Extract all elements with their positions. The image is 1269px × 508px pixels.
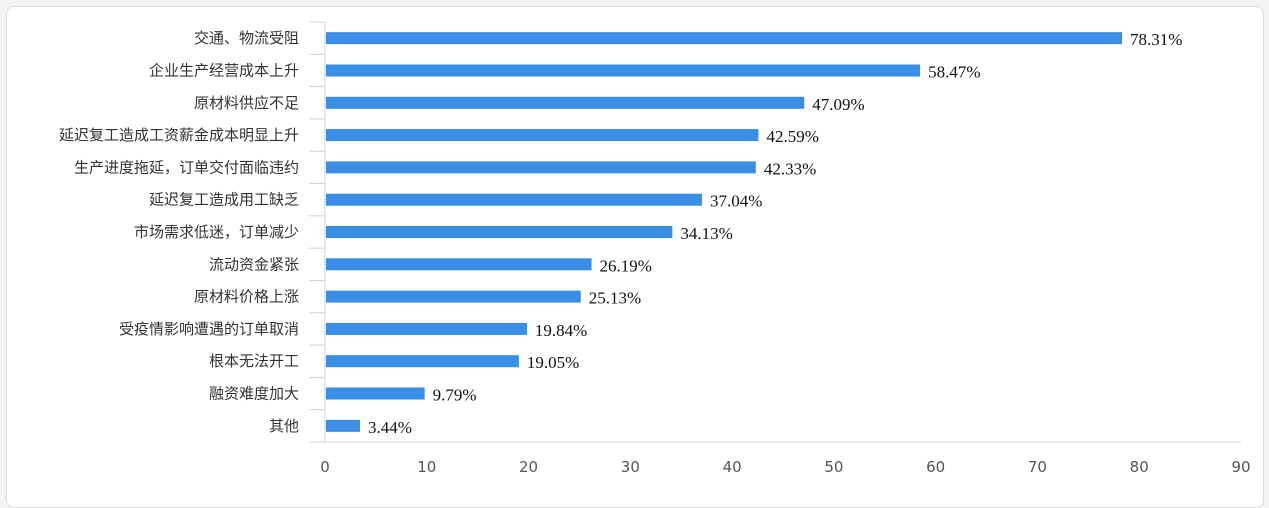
bar	[326, 419, 361, 432]
chart-card	[6, 6, 1264, 508]
data-label: 42.59%	[766, 127, 818, 146]
category-label: 交通、物流受阻	[194, 29, 299, 47]
bar	[326, 64, 921, 77]
x-tick-label: 10	[417, 458, 436, 476]
bar	[326, 290, 581, 303]
bar	[326, 32, 1123, 45]
category-label: 根本无法开工	[209, 352, 299, 370]
bar	[326, 161, 756, 174]
bar	[326, 387, 425, 400]
data-label: 26.19%	[600, 256, 652, 275]
category-label: 受疫情影响遭遇的订单取消	[119, 320, 299, 338]
bar	[326, 322, 527, 335]
category-label: 延迟复工造成用工缺乏	[149, 191, 299, 209]
data-label: 47.09%	[812, 95, 864, 114]
category-label: 原材料价格上涨	[194, 288, 299, 306]
category-label: 融资难度加大	[209, 385, 299, 403]
bar	[326, 129, 759, 142]
x-tick-label: 30	[621, 458, 640, 476]
data-label: 9.79%	[433, 386, 477, 405]
category-label: 流动资金紧张	[209, 255, 299, 273]
x-tick-label: 70	[1028, 458, 1047, 476]
bar	[326, 355, 519, 368]
category-label: 市场需求低迷，订单减少	[134, 223, 299, 241]
x-tick-label: 40	[723, 458, 742, 476]
x-tick-label: 0	[320, 458, 330, 476]
data-label: 42.33%	[764, 159, 816, 178]
category-label: 其他	[269, 417, 299, 435]
bar	[326, 193, 702, 206]
data-label: 19.84%	[535, 321, 587, 340]
x-tick-label: 20	[519, 458, 538, 476]
data-label: 19.05%	[527, 353, 579, 372]
data-label: 37.04%	[710, 192, 762, 211]
bar	[326, 96, 805, 109]
x-tick-label: 80	[1130, 458, 1149, 476]
category-label: 企业生产经营成本上升	[149, 61, 299, 79]
data-label: 3.44%	[368, 418, 412, 437]
bar	[326, 226, 673, 238]
x-tick-label: 90	[1231, 458, 1250, 476]
bar	[326, 258, 592, 271]
data-label: 78.31%	[1130, 30, 1182, 49]
category-label: 原材料供应不足	[194, 94, 299, 112]
x-tick-label: 50	[824, 458, 843, 476]
category-label: 延迟复工造成工资薪金成本明显上升	[59, 126, 299, 144]
category-label: 生产进度拖延，订单交付面临违约	[74, 158, 299, 176]
data-label: 34.13%	[680, 224, 732, 243]
data-label: 58.47%	[928, 62, 980, 81]
data-label: 25.13%	[589, 289, 641, 308]
x-tick-label: 60	[926, 458, 945, 476]
